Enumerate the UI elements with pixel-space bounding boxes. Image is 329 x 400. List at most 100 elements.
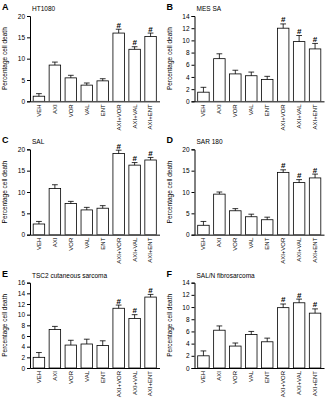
bar: [33, 357, 44, 368]
x-tick-label: VAL: [84, 237, 90, 249]
y-axis: 02468101214: [182, 279, 195, 371]
bar: [49, 330, 60, 368]
y-tick-mark: [192, 28, 195, 29]
significance-mark: #: [297, 171, 302, 180]
x-tick: AXI: [216, 101, 222, 114]
x-axis: VEHAXIVORVALENTAXI+VORAXI+VALAXI+ENT: [31, 235, 161, 264]
error-bar: [312, 174, 318, 178]
y-tick: 5: [186, 210, 195, 217]
y-tick-label: 10: [182, 189, 190, 196]
x-tick: VAL: [84, 368, 90, 382]
x-tick: VOR: [232, 101, 238, 117]
x-tick-label: ENT: [264, 237, 270, 249]
x-tick-label: AXI+ENT: [147, 237, 153, 263]
x-tick: AXI+VAL: [296, 235, 302, 262]
bar: [198, 225, 209, 234]
error-bar: [217, 54, 223, 59]
bar: [145, 160, 156, 235]
y-tick-mark: [27, 80, 30, 81]
x-tick-label: AXI: [216, 237, 222, 247]
x-axis: VEHAXIVORVALENTAXI+VORAXI+VALAXI+ENT: [195, 101, 325, 130]
panel-label: D: [167, 135, 174, 145]
y-tick-mark: [27, 304, 30, 305]
y-axis-title: Percentage cell death: [1, 294, 9, 357]
panel-label: A: [2, 2, 9, 12]
x-tick-label: ENT: [264, 371, 270, 383]
y-tick-mark: [192, 171, 195, 172]
x-tick-label: VEH: [200, 238, 206, 250]
bar: [113, 308, 124, 368]
y-tick-mark: [192, 344, 195, 345]
error-bar: [232, 70, 238, 74]
significance-mark: #: [313, 35, 318, 44]
error-bar: [100, 206, 106, 209]
error-bar: [116, 150, 122, 153]
y-tick-label: 0: [186, 98, 190, 105]
x-tick: AXI: [216, 368, 222, 381]
y-tick-label: 12: [182, 291, 190, 298]
y-tick-label: 4: [21, 343, 25, 350]
y-tick: 0: [186, 365, 195, 372]
y-tick-label: 10: [182, 37, 190, 44]
y-tick-mark: [192, 101, 195, 102]
error-bar: [36, 221, 42, 224]
panel-title: SAR 180: [197, 138, 223, 145]
x-tick-label: AXI+ENT: [147, 104, 153, 130]
x-tick-label: VEH: [200, 104, 206, 116]
y-tick: 12: [18, 301, 30, 308]
y-tick: 0: [21, 365, 30, 372]
y-tick-label: 0: [186, 365, 190, 372]
x-tick-label: ENT: [100, 237, 106, 249]
x-tick: VOR: [68, 235, 74, 251]
x-tick-label: AXI+VOR: [116, 237, 122, 264]
y-axis: 02468101214: [182, 13, 195, 105]
y-tick-mark: [192, 319, 195, 320]
y-tick: 0: [21, 98, 30, 105]
figure: 05101520VEHAXIVORVALENTAXI+VORAXI+VALAXI…: [0, 0, 329, 400]
bar: [49, 65, 60, 101]
x-tick-label: AXI: [216, 104, 222, 114]
bar: [145, 36, 156, 101]
y-tick-mark: [192, 368, 195, 369]
y-tick-label: 5: [21, 77, 25, 84]
y-tick: 0: [186, 98, 195, 105]
y-tick: 12: [182, 291, 194, 298]
y-tick-mark: [27, 235, 30, 236]
error-bar: [201, 221, 207, 225]
bar: [293, 42, 304, 102]
panel-title: SAL: [32, 138, 45, 145]
plot-area: [198, 170, 321, 235]
error-bar: [84, 207, 90, 210]
panel-title: HT1080: [32, 5, 56, 12]
x-tick: AXI: [216, 235, 222, 248]
plot-area: [198, 24, 321, 101]
panel-label: F: [167, 269, 173, 279]
bar: [246, 217, 257, 235]
x-tick-label: VEH: [200, 371, 206, 383]
y-tick-label: 6: [186, 61, 190, 68]
x-tick: AXI+VOR: [280, 101, 286, 130]
y-axis: 0246810121416: [18, 279, 31, 371]
y-tick: 0: [186, 231, 195, 238]
x-tick-label: VOR: [232, 104, 238, 118]
error-bar: [116, 29, 122, 33]
y-tick-mark: [27, 336, 30, 337]
y-tick-label: 8: [186, 49, 190, 56]
panel: 02468101214VEHAXIVORVALENTAXI+VORAXI+VAL…: [166, 269, 325, 398]
y-tick: 0: [21, 231, 30, 238]
x-tick-label: VEH: [36, 104, 42, 116]
error-bar: [296, 299, 302, 303]
y-tick: 6: [186, 328, 195, 335]
x-axis-line: [31, 368, 161, 369]
x-axis-line: [31, 101, 161, 102]
y-tick: 6: [186, 61, 195, 68]
significance-mark: #: [116, 21, 121, 30]
y-axis-line: [192, 17, 196, 102]
significance-mark: #: [148, 25, 153, 34]
x-tick-label: VOR: [232, 370, 238, 384]
bar: [129, 318, 140, 368]
y-tick-label: 14: [18, 290, 26, 297]
bar: [309, 178, 320, 235]
y-tick: 8: [21, 322, 30, 329]
y-tick-label: 12: [182, 25, 190, 32]
